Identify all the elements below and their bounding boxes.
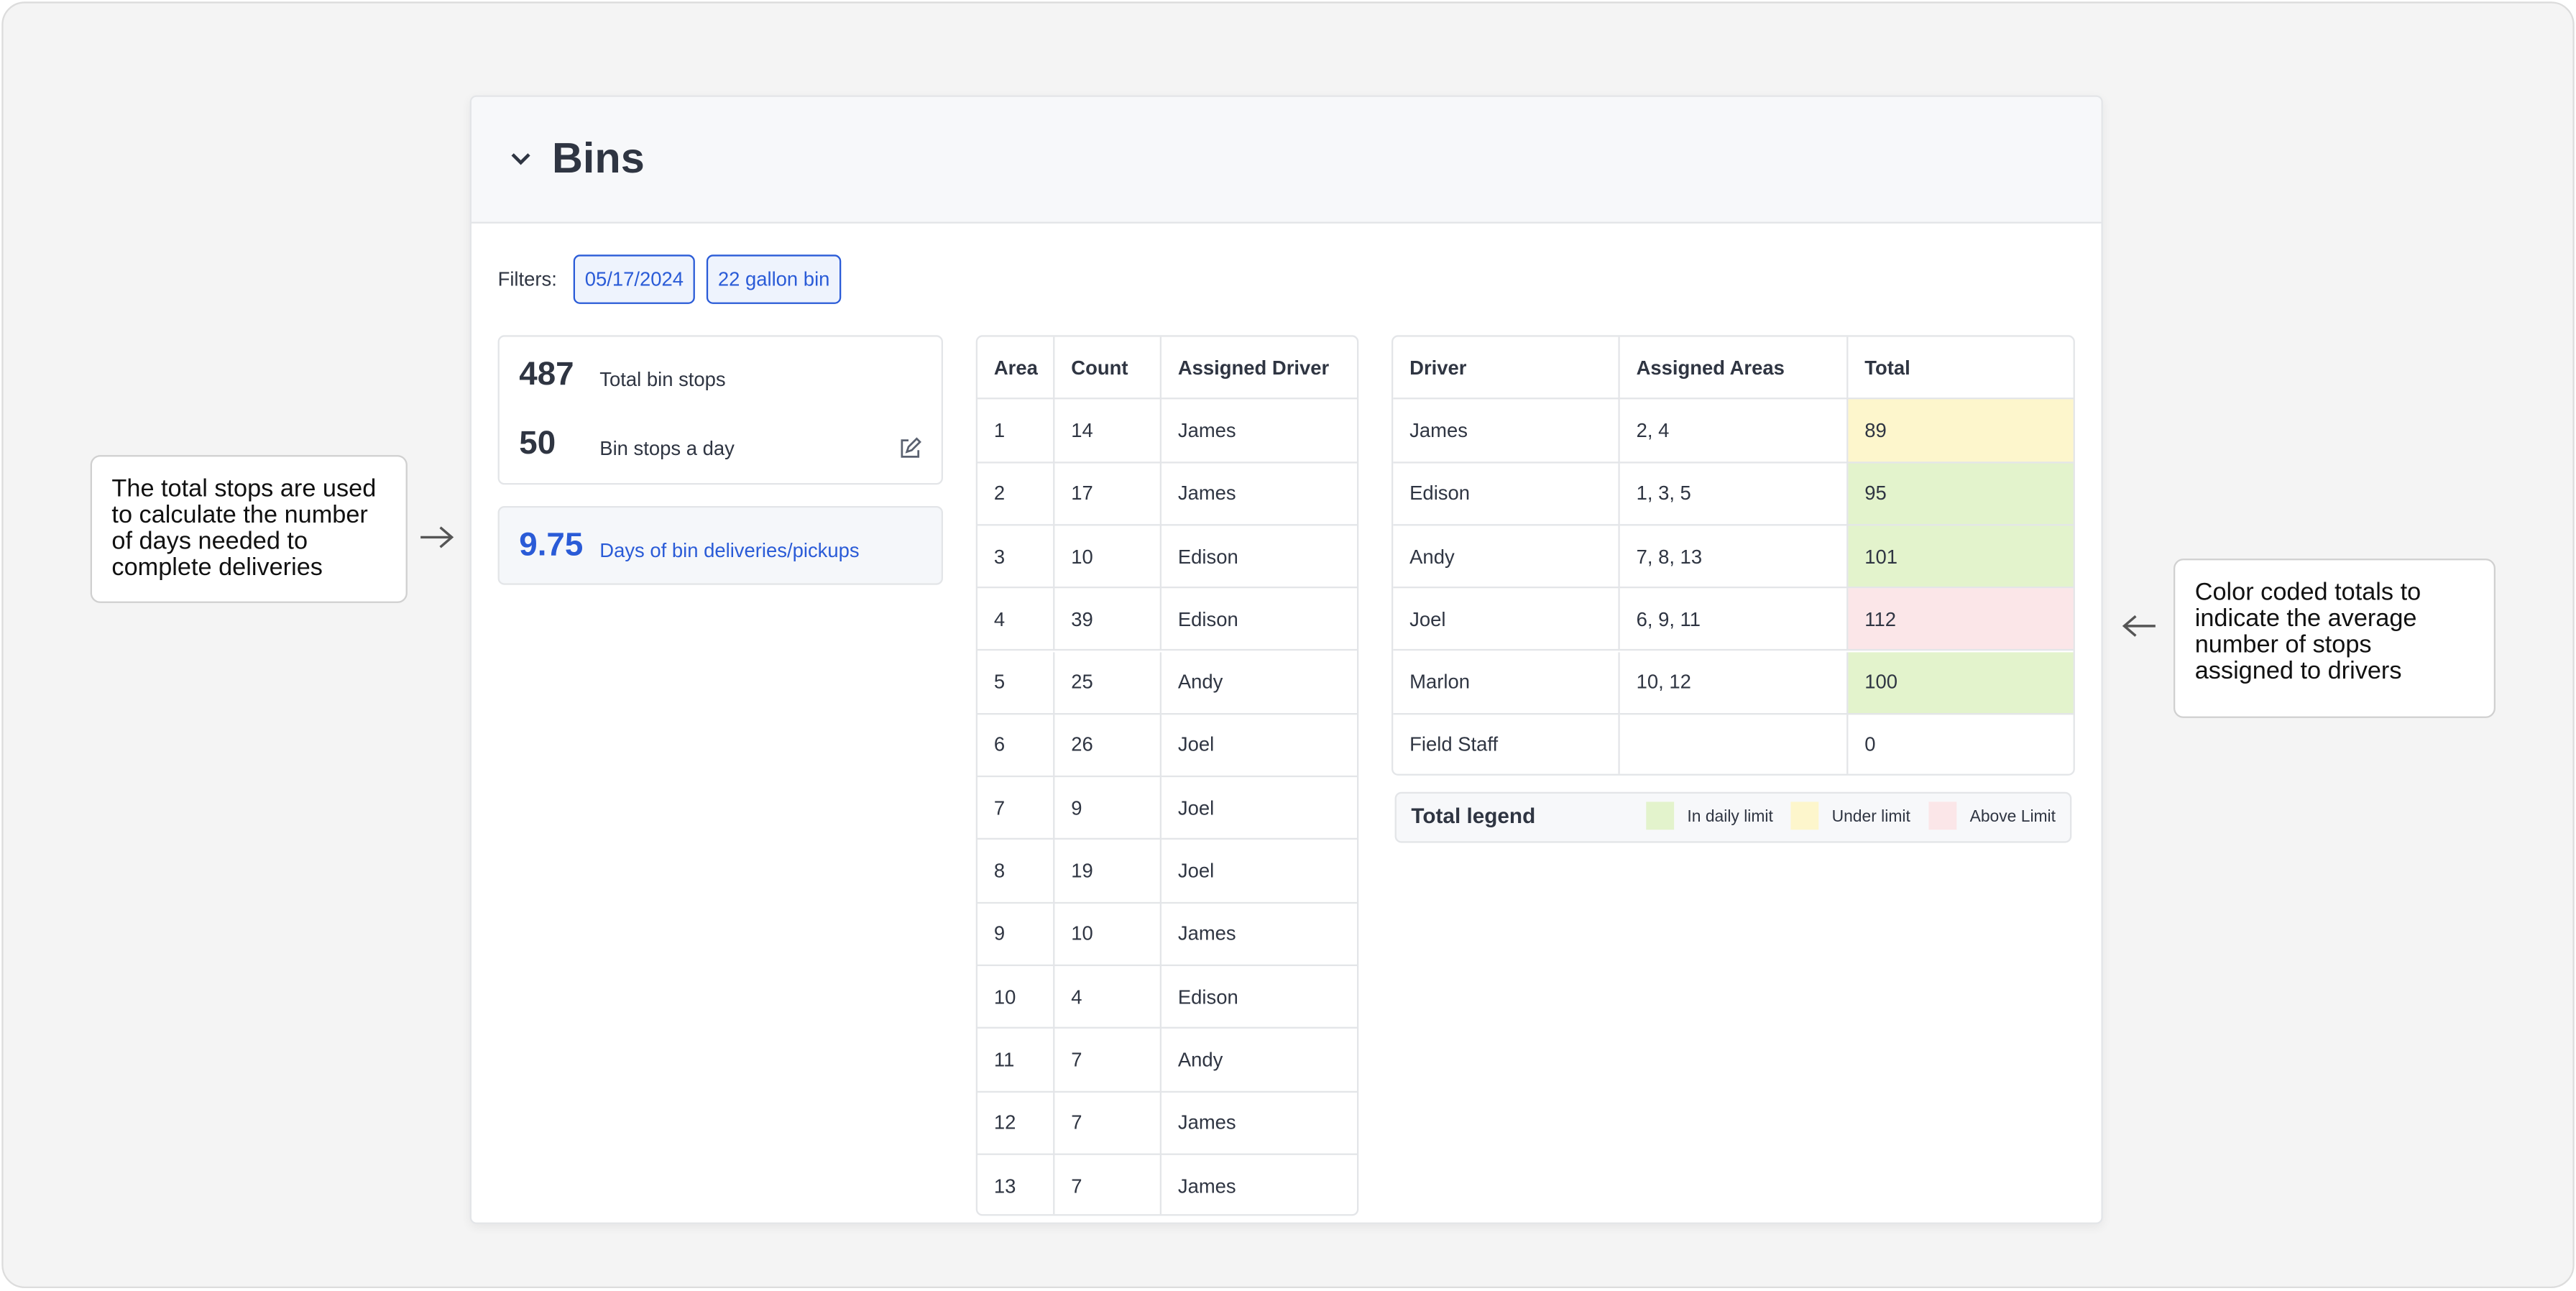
table-cell: 12 [977, 1092, 1055, 1155]
table-cell: 100 [1848, 651, 2074, 715]
edit-icon[interactable] [898, 437, 921, 460]
table-cell: 13 [978, 1154, 1055, 1215]
table-cell: Joel [1161, 840, 1357, 904]
table-cell: 19 [1054, 840, 1162, 904]
legend [1394, 791, 2072, 843]
legend-label: Above Limit [1969, 808, 2056, 827]
table-cell: Edison [1393, 462, 1620, 526]
filters-label: Filters: [497, 267, 557, 291]
table-cell: 2 [977, 462, 1055, 526]
arrow-left [2122, 615, 2156, 637]
table-cell: Andy [1161, 1029, 1357, 1093]
table-cell: Edison [1161, 966, 1357, 1029]
table-cell: 6, 9, 11 [1619, 588, 1849, 652]
table-header-cell: Total [1848, 337, 2074, 400]
table-cell: 10 [1054, 903, 1162, 966]
table-cell: 7 [1054, 1092, 1162, 1155]
legend-swatch [1646, 801, 1675, 830]
table-cell: 10 [1054, 525, 1162, 589]
table-header-cell: Driver [1393, 336, 1620, 400]
legend-label: Under limit [1831, 808, 1910, 827]
table-cell: 3 [977, 525, 1055, 589]
table-cell: 112 [1848, 588, 2074, 652]
table-cell: 1, 3, 5 [1619, 462, 1849, 526]
table-cell: 14 [1054, 400, 1162, 463]
table-cell: Andy [1161, 651, 1357, 715]
table-cell: 89 [1848, 400, 2074, 463]
table-header-cell: Assigned Areas [1619, 336, 1849, 400]
table-cell: 9 [1054, 777, 1162, 840]
table-cell: 101 [1848, 525, 2074, 589]
table-cell: 9 [977, 903, 1055, 966]
table-cell: 10, 12 [1619, 651, 1849, 715]
table-cell: 4 [977, 588, 1055, 652]
table-cell: James [1161, 1092, 1357, 1155]
table-cell: 8 [977, 840, 1055, 904]
legend-swatch [1928, 801, 1957, 830]
table-cell: 6 [977, 714, 1055, 778]
table-cell: James [1393, 400, 1620, 463]
table-cell: 11 [977, 1029, 1055, 1093]
table-cell: 4 [1054, 965, 1162, 1029]
table-cell: 7, 8, 13 [1619, 525, 1849, 589]
table-cell: 26 [1054, 714, 1162, 778]
legend-title: Total legend [1411, 803, 1536, 828]
table-cell: 5 [977, 651, 1055, 715]
table-cell: James [1161, 463, 1357, 526]
table-header-cell: Count [1054, 336, 1162, 400]
stats-box [497, 335, 943, 485]
card-header: Bins [471, 96, 2102, 224]
table-cell: 7 [1054, 1154, 1162, 1215]
title: Bins [551, 133, 645, 183]
legend-swatch [1790, 801, 1819, 830]
table-cell: 7 [1054, 1029, 1162, 1093]
table-cell: James [1161, 903, 1357, 966]
stat-label: Total bin stops [599, 367, 726, 391]
days-value: 9.75 [519, 527, 584, 564]
table-cell: Andy [1393, 525, 1620, 589]
areas-table: Area Count Assigned Driver 1 14 James 2 17 James… [975, 335, 1359, 1216]
table-cell: 2, 4 [1619, 400, 1849, 463]
stat-value: 50 [519, 425, 556, 462]
stat-value: 487 [519, 356, 574, 393]
drivers-table: Driver Assigned Areas Total James 2, 4 89 Edis… [1391, 335, 2075, 776]
table-cell: 1 [977, 400, 1055, 463]
arrow-right [420, 526, 454, 548]
table-cell: Joel [1161, 715, 1357, 778]
stat-label: Bin stops a day [599, 436, 735, 460]
table-cell: 17 [1054, 462, 1162, 526]
table-cell: Joel [1161, 777, 1357, 840]
days-box [497, 505, 943, 585]
table-cell: Marlon [1393, 651, 1620, 715]
table-cell: James [1162, 1155, 1357, 1215]
table-cell: Edison [1161, 525, 1357, 589]
legend-label: In daily limit [1687, 808, 1773, 827]
annotation-left: The total stops are used to calculate th… [90, 455, 408, 603]
collapse-chevron[interactable] [507, 146, 534, 173]
table-cell [1620, 714, 1849, 774]
table-cell: 95 [1848, 462, 2074, 526]
table-cell: 39 [1054, 588, 1162, 652]
filter-chip[interactable]: 22 gallon bin [706, 254, 842, 304]
table-cell: 10 [977, 965, 1055, 1029]
days-label: Days of bin deliveries/pickups [599, 538, 860, 562]
table-cell: 25 [1054, 651, 1162, 715]
table-cell: 7 [977, 777, 1055, 840]
filter-chip[interactable]: 05/17/2024 [573, 254, 695, 304]
table-cell: James [1161, 400, 1357, 463]
table-cell: Edison [1161, 589, 1357, 652]
annotation-right: Color coded totals to indicate the avera… [2173, 559, 2496, 718]
table-header-cell: Assigned Driver [1161, 337, 1357, 400]
table-cell: 0 [1848, 715, 2073, 774]
table-cell: Joel [1393, 588, 1620, 652]
table-header-cell: Area [977, 336, 1055, 400]
table-cell: Field Staff [1393, 714, 1620, 774]
